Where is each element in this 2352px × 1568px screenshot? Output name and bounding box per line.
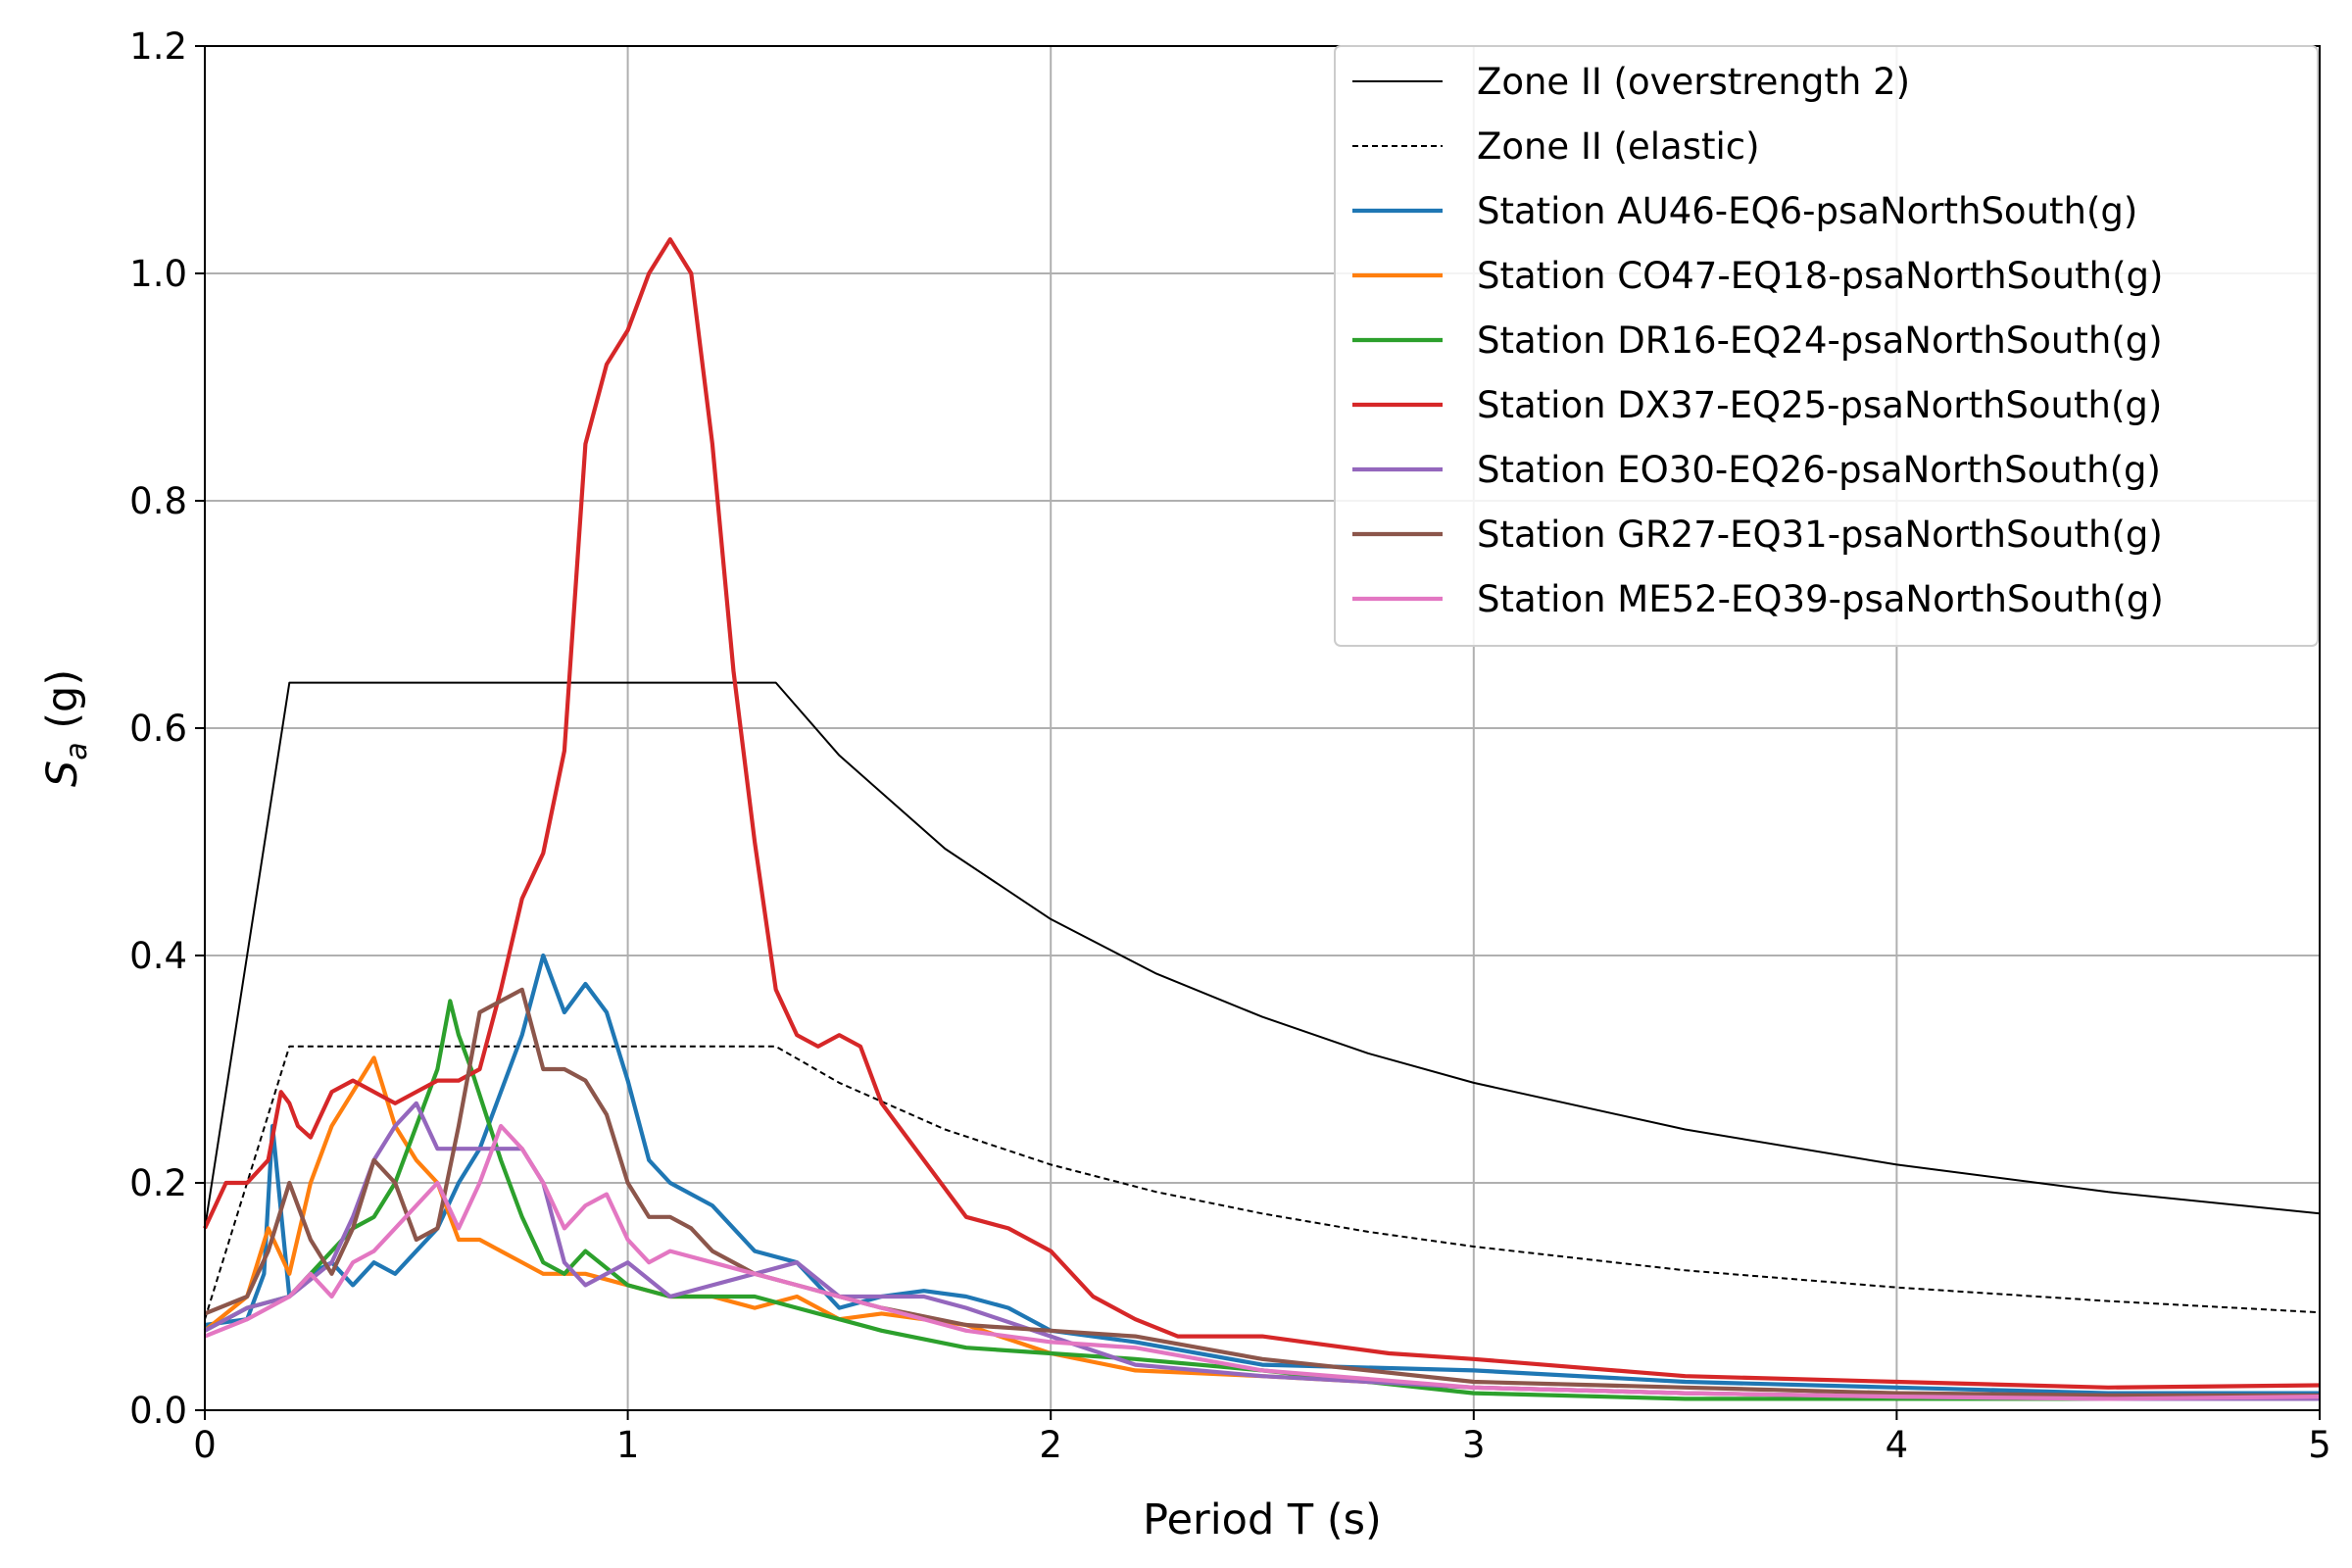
series-line-7 — [204, 1101, 2320, 1401]
series-line-5 — [204, 999, 2320, 1401]
x-tick-label: 5 — [2308, 1424, 2331, 1466]
x-tick-label: 3 — [1462, 1424, 1486, 1466]
series-line-1 — [204, 681, 2321, 1229]
legend-label: Station AU46-EQ6-psaNorthSouth(g) — [1477, 190, 2137, 232]
legend: Zone II (overstrength 2) Zone II (elastic… — [1334, 45, 2319, 647]
y-tick-label: 0.6 — [129, 708, 187, 750]
legend-frame — [1334, 45, 2319, 647]
y-axis-title-symbol: S — [38, 760, 87, 787]
x-axis-title: Period T (s) — [1143, 1495, 1382, 1544]
legend-label: Station EO30-EQ26-psaNorthSouth(g) — [1477, 449, 2161, 491]
plot-series — [203, 237, 2321, 1401]
y-tick-label: 0.2 — [129, 1162, 187, 1204]
legend-label: Station CO47-EQ18-psaNorthSouth(g) — [1477, 255, 2163, 297]
y-tick-label: 0.4 — [129, 935, 187, 977]
y-tick-label: 1.2 — [129, 25, 187, 68]
series-line-9 — [204, 1123, 2321, 1401]
series-line-8 — [204, 987, 2320, 1398]
y-tick-label: 0.8 — [129, 480, 187, 522]
y-axis-ticks: 0.0 0.2 0.4 0.6 0.8 1.0 1.2 — [129, 25, 205, 1432]
x-tick-label: 1 — [616, 1424, 640, 1466]
legend-label: Zone II (overstrength 2) — [1477, 61, 1910, 103]
series-line-2 — [204, 1045, 2321, 1320]
series-line-3 — [204, 953, 2320, 1396]
legend-label: Station DR16-EQ24-psaNorthSouth(g) — [1477, 319, 2163, 362]
legend-label: Zone II (elastic) — [1477, 125, 1760, 168]
y-axis-title-subscript: a — [60, 742, 94, 760]
x-axis-ticks: 0 1 2 3 4 5 — [193, 1410, 2331, 1466]
x-tick-label: 4 — [1886, 1424, 1909, 1466]
x-tick-label: 2 — [1039, 1424, 1062, 1466]
y-tick-label: 0.0 — [129, 1390, 187, 1432]
x-tick-label: 0 — [193, 1424, 217, 1466]
legend-label: Station DX37-EQ25-psaNorthSouth(g) — [1477, 384, 2162, 426]
y-tick-label: 1.0 — [129, 253, 187, 295]
legend-label: Station GR27-EQ31-psaNorthSouth(g) — [1477, 514, 2163, 556]
series-line-4 — [203, 1055, 2320, 1401]
y-axis-title: Sa (g) — [38, 669, 94, 787]
y-axis-title-unit: (g) — [38, 669, 87, 743]
legend-label: Station ME52-EQ39-psaNorthSouth(g) — [1477, 578, 2164, 620]
series-line-6 — [203, 237, 2321, 1390]
